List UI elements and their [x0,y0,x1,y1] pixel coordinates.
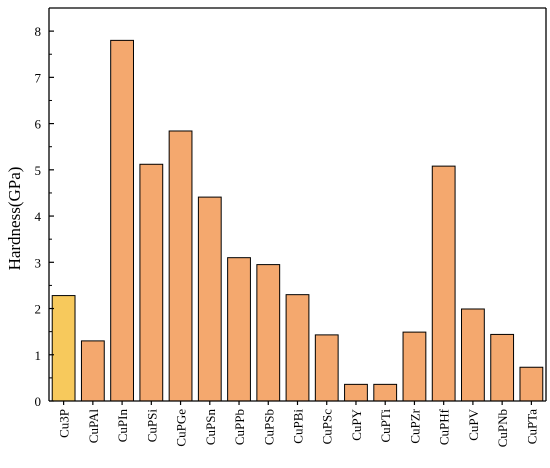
x-tick-label-CuPGe: CuPGe [174,409,189,447]
bars-group [51,39,544,402]
y-tick-label-3: 3 [35,255,42,270]
y-axis-title: Hardness(GPa) [5,167,24,271]
x-tick-label-CuPPb: CuPPb [232,409,247,445]
x-tick-label-CuPZr: CuPZr [407,408,422,443]
bar-Cu3P [51,295,76,402]
bar-CuPZr [402,331,427,402]
x-tick-label-CuPY: CuPY [349,408,364,440]
bar-CuPAl [80,340,105,402]
x-tick-label-CuPTa: CuPTa [524,409,539,444]
x-tick-label-CuPSn: CuPSn [203,409,218,446]
x-tick-label-CuPIn: CuPIn [115,409,130,443]
y-tick-label-5: 5 [35,163,42,178]
x-tick-label-CuPNb: CuPNb [495,409,510,447]
bar-CuPV [461,308,485,402]
bar-CuPBi [285,294,310,402]
bar-CuPSi [139,163,164,402]
y-tick-label-7: 7 [35,70,42,85]
y-tick-label-6: 6 [35,117,42,132]
bar-CuPSn [197,196,222,402]
bar-CuPTi [373,383,398,402]
x-tick-label-CuPSb: CuPSb [261,409,276,445]
x-tick-label-CuPBi: CuPBi [291,409,306,444]
bar-CuPTa [519,366,544,402]
x-tick-label-Cu3P: Cu3P [57,409,72,438]
y-axis-ticks: 0 1 2 3 4 5 6 7 8 [35,24,54,409]
y-tick-label-2: 2 [35,302,42,317]
x-tick-label-CuPTi: CuPTi [378,409,393,443]
bar-CuPSc [314,334,339,402]
x-tick-label-CuPSi: CuPSi [144,409,159,443]
x-axis-ticks: Cu3P CuPAl CuPIn CuPSi CuPGe CuPSn CuPPb CuPSb C… [57,401,539,447]
bar-CuPPb [227,257,251,402]
bar-CuPSb [256,264,281,402]
bar-CuPNb [490,333,515,402]
bar-CuPGe [168,130,193,402]
x-tick-label-CuPAl: CuPAl [86,409,101,444]
bar-CuPIn [110,39,134,402]
x-tick-label-CuPV: CuPV [466,408,481,440]
x-tick-label-CuPSc: CuPSc [320,409,335,445]
x-tick-label-CuPHf: CuPHf [437,408,452,445]
y-tick-label-4: 4 [35,209,42,224]
bar-CuPY [344,383,368,402]
y-tick-label-0: 0 [35,394,42,409]
y-tick-label-1: 1 [35,348,42,363]
y-tick-label-8: 8 [35,24,42,39]
bar-CuPHf [431,165,456,402]
